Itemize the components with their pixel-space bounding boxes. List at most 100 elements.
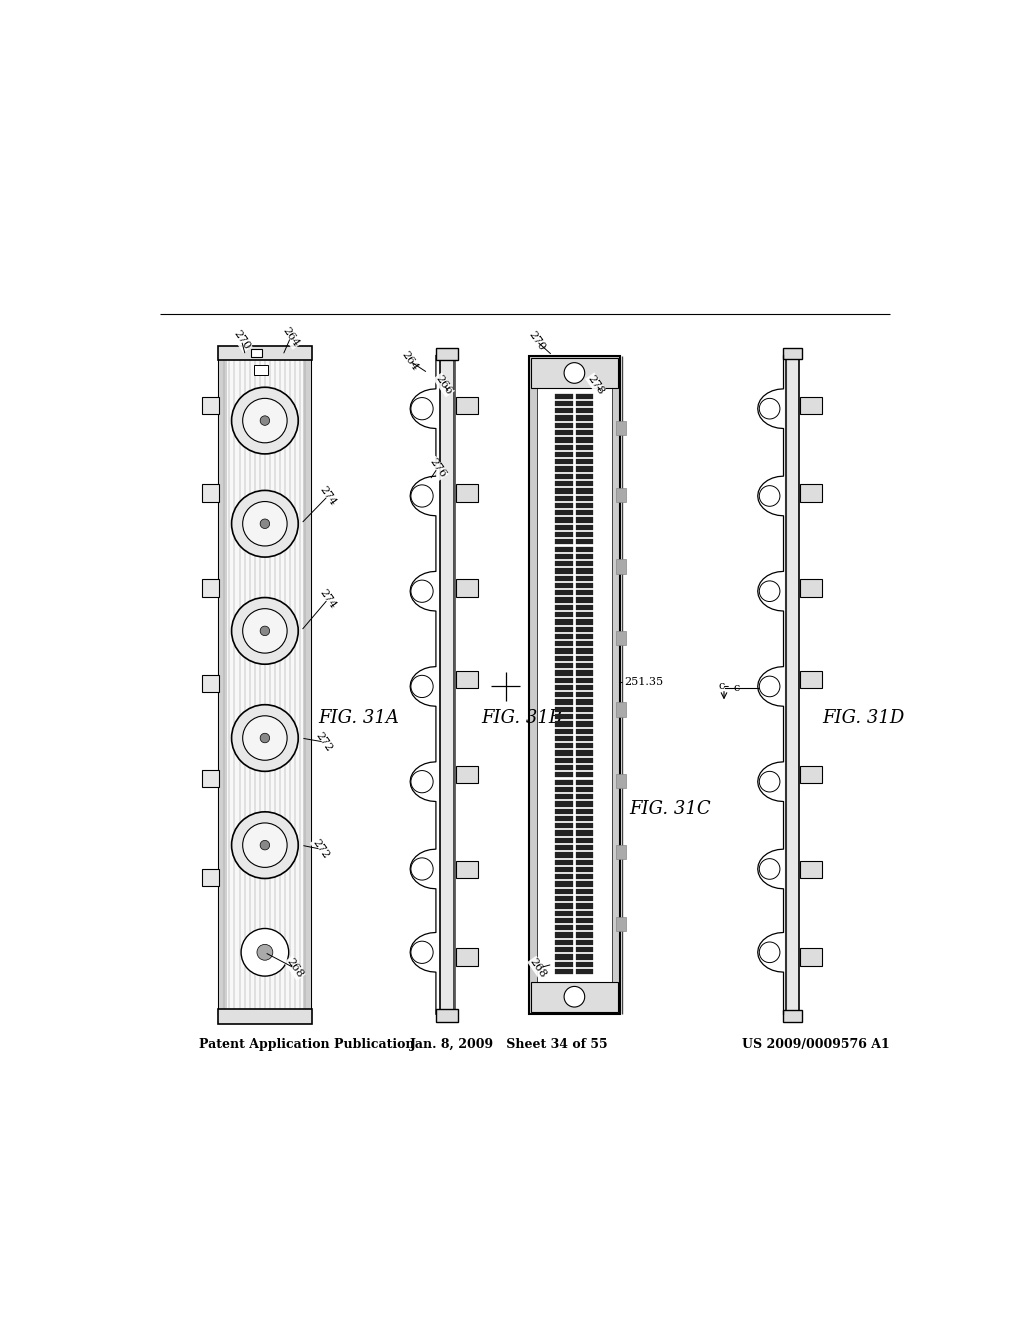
Bar: [456, 948, 478, 966]
Text: US 2009/0009576 A1: US 2009/0009576 A1: [742, 1038, 890, 1051]
Bar: [555, 940, 572, 945]
Bar: [555, 590, 572, 595]
Text: 272: 272: [313, 730, 334, 754]
Bar: [555, 838, 572, 843]
Bar: [555, 896, 572, 902]
Text: 268: 268: [528, 957, 549, 979]
Bar: [555, 692, 572, 697]
Bar: [575, 451, 594, 457]
Bar: [800, 861, 822, 879]
Bar: [555, 480, 572, 486]
Bar: [202, 397, 219, 414]
Bar: [555, 853, 572, 858]
Bar: [555, 408, 572, 413]
Bar: [218, 1010, 312, 1024]
Bar: [575, 766, 594, 770]
Bar: [800, 579, 822, 597]
Bar: [219, 355, 310, 1014]
Bar: [555, 393, 572, 399]
Bar: [555, 445, 572, 450]
Bar: [555, 598, 572, 603]
Bar: [616, 702, 626, 717]
Bar: [555, 816, 572, 821]
Circle shape: [231, 387, 298, 454]
Bar: [575, 801, 594, 807]
Bar: [555, 714, 572, 719]
Bar: [575, 408, 594, 413]
Bar: [575, 772, 594, 777]
Text: FIG. 31C: FIG. 31C: [630, 800, 712, 818]
Bar: [555, 401, 572, 407]
Bar: [555, 750, 572, 755]
Bar: [575, 706, 594, 711]
Text: FIG. 31A: FIG. 31A: [318, 709, 399, 727]
Text: 251.35: 251.35: [624, 677, 664, 688]
Bar: [575, 437, 594, 442]
Bar: [575, 488, 594, 494]
Circle shape: [411, 484, 433, 507]
Bar: [555, 459, 572, 465]
Bar: [575, 619, 594, 624]
Bar: [575, 903, 594, 908]
Bar: [202, 770, 219, 787]
Bar: [575, 845, 594, 850]
Circle shape: [243, 502, 287, 546]
Bar: [555, 809, 572, 814]
Bar: [800, 766, 822, 783]
Bar: [555, 780, 572, 785]
Bar: [555, 677, 572, 682]
Bar: [575, 561, 594, 566]
Circle shape: [760, 771, 780, 792]
Circle shape: [243, 822, 287, 867]
Bar: [555, 917, 572, 923]
Text: 268: 268: [285, 957, 305, 979]
Bar: [575, 685, 594, 690]
Bar: [555, 569, 572, 574]
Bar: [575, 540, 594, 544]
Bar: [555, 824, 572, 829]
Bar: [575, 859, 594, 865]
Bar: [555, 451, 572, 457]
Bar: [575, 642, 594, 647]
Circle shape: [260, 519, 269, 528]
Bar: [575, 692, 594, 697]
Bar: [782, 347, 802, 359]
Bar: [575, 605, 594, 610]
Bar: [456, 671, 478, 688]
Bar: [555, 954, 572, 960]
Bar: [575, 480, 594, 486]
Bar: [616, 560, 626, 574]
Text: 270: 270: [231, 329, 252, 352]
Bar: [202, 869, 219, 887]
Bar: [575, 401, 594, 407]
Circle shape: [243, 715, 287, 760]
Bar: [555, 430, 572, 436]
Circle shape: [760, 942, 780, 962]
Bar: [555, 634, 572, 639]
Bar: [555, 554, 572, 560]
Bar: [575, 882, 594, 887]
Bar: [575, 517, 594, 523]
Circle shape: [231, 491, 298, 557]
Text: 274: 274: [317, 484, 338, 508]
Text: 278: 278: [586, 374, 606, 396]
Circle shape: [231, 812, 298, 879]
Bar: [575, 874, 594, 879]
Circle shape: [411, 771, 433, 793]
Circle shape: [760, 399, 780, 418]
Bar: [555, 685, 572, 690]
Bar: [616, 916, 626, 931]
Bar: [555, 612, 572, 618]
Bar: [575, 816, 594, 821]
Circle shape: [760, 676, 780, 697]
Circle shape: [243, 609, 287, 653]
Bar: [555, 524, 572, 529]
Text: 270: 270: [526, 330, 547, 352]
Bar: [575, 416, 594, 421]
Bar: [555, 961, 572, 966]
Circle shape: [760, 581, 780, 602]
Bar: [555, 422, 572, 428]
Bar: [555, 517, 572, 523]
Bar: [555, 416, 572, 421]
Circle shape: [231, 705, 298, 771]
